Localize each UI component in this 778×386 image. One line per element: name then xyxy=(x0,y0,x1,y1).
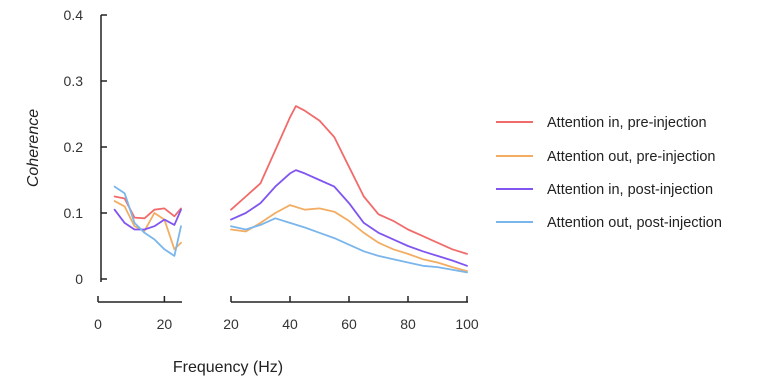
series-line-1-high xyxy=(230,105,468,255)
x-tick-label: 60 xyxy=(341,316,357,332)
x-tick-label: 20 xyxy=(223,316,239,332)
axes: 0 0.1 0.2 0.3 0.4 0 20 20 40 60 80 100 xyxy=(64,7,479,332)
series-line-4-low xyxy=(113,185,182,257)
y-tick-label: 0.4 xyxy=(64,7,84,23)
x-tick-label: 20 xyxy=(157,316,173,332)
series-line-1-low xyxy=(113,195,182,220)
legend: Attention in, pre-injection Attention out… xyxy=(496,115,722,231)
y-tick-label: 0.2 xyxy=(64,139,84,155)
y-axis-title: Coherence xyxy=(25,109,42,187)
x-tick-label: 80 xyxy=(400,316,416,332)
legend-label: Attention in, pre-injection xyxy=(547,115,707,131)
legend-label: Attention in, post-injection xyxy=(547,182,713,198)
legend-label: Attention out, post-injection xyxy=(547,215,722,231)
series-lines xyxy=(113,105,468,274)
x-tick-label: 0 xyxy=(94,316,102,332)
series-line-3-high xyxy=(230,169,468,267)
y-tick-label: 0 xyxy=(75,271,83,287)
x-tick-label: 100 xyxy=(455,316,479,332)
series-line-4-high xyxy=(230,217,468,274)
x-tick-label: 40 xyxy=(282,316,298,332)
y-tick-label: 0.3 xyxy=(64,73,84,89)
y-tick-label: 0.1 xyxy=(64,205,84,221)
x-axis-title: Frequency (Hz) xyxy=(173,359,283,376)
legend-label: Attention out, pre-injection xyxy=(547,149,715,165)
series-line-2-high xyxy=(230,204,468,273)
series-line-3-low xyxy=(113,208,182,231)
series-line-2-low xyxy=(113,200,182,251)
